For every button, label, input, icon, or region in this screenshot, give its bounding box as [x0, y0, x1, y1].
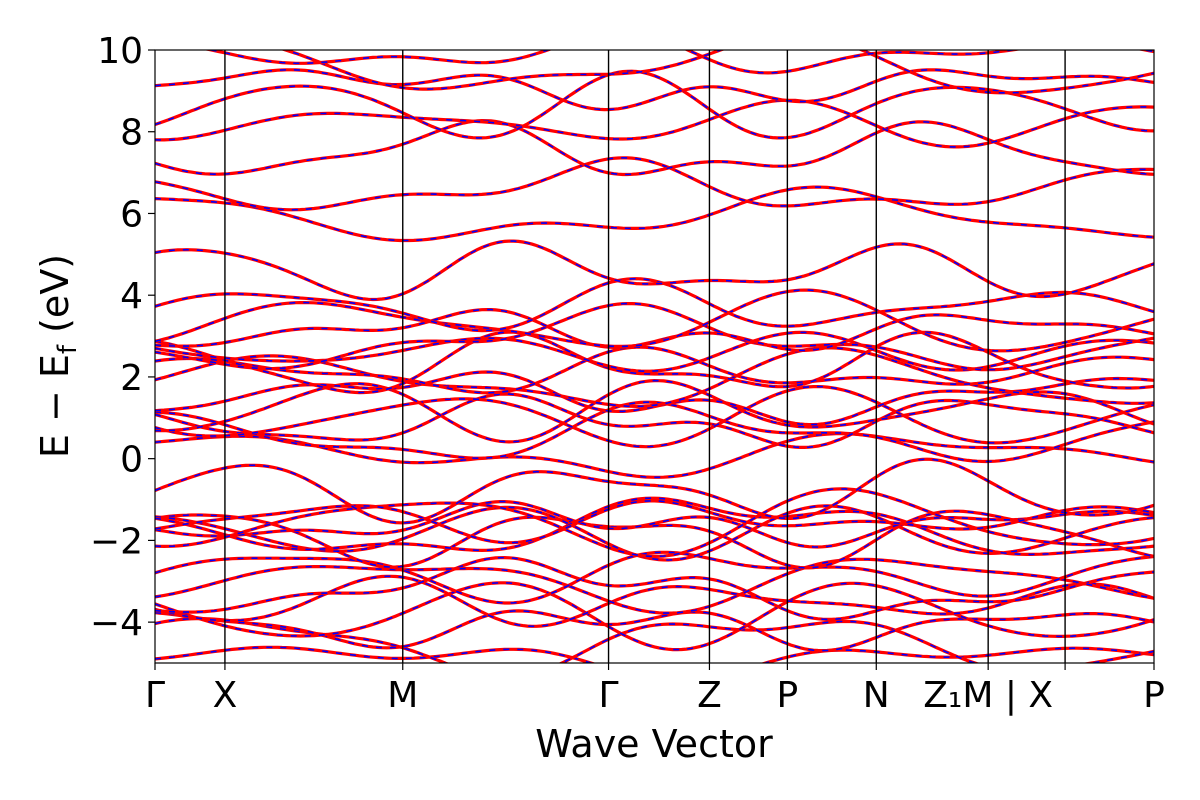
x-tick-label: M	[387, 675, 418, 716]
plot-frame	[154, 49, 1155, 664]
band-line-red	[203, 50, 1154, 75]
band-line-blue	[155, 68, 1154, 111]
band-line-red	[155, 239, 1154, 302]
y-tick-label: −4	[90, 603, 143, 644]
band-line-blue	[155, 331, 1154, 372]
band-line-blue	[155, 385, 1154, 448]
band-line-blue	[155, 308, 1154, 352]
y-tick-label: 0	[120, 440, 143, 481]
band-line-blue	[155, 156, 1154, 211]
y-axis-title-main: E − E	[33, 354, 77, 458]
band-line-blue	[155, 371, 1154, 426]
band-line-blue	[155, 510, 1154, 569]
x-axis-title: Wave Vector	[535, 722, 773, 766]
y-axis: −4 −2 0 2 4 6 8 10	[90, 31, 155, 644]
y-axis-title-sub: f	[53, 344, 83, 354]
x-tick-label: X	[213, 675, 238, 716]
x-tick-label: P	[777, 675, 799, 716]
x-tick-label: Γ	[145, 675, 165, 716]
band-line-red	[155, 118, 1154, 177]
band-line-blue	[155, 432, 1154, 479]
band-line-red	[155, 457, 1154, 525]
band-line-red	[155, 156, 1154, 212]
band-line-red	[155, 185, 1154, 243]
band-line-blue	[155, 331, 1154, 394]
y-tick-label: −2	[90, 521, 143, 562]
band-line-blue	[155, 289, 1154, 352]
y-tick-label: 8	[120, 113, 143, 154]
band-line-red	[155, 432, 1154, 479]
band-line-red	[155, 400, 1154, 464]
band-line-blue	[207, 50, 1154, 74]
y-tick-label: 6	[120, 194, 143, 235]
band-line-blue	[155, 558, 1154, 614]
y-tick-label: 10	[97, 31, 143, 72]
x-tick-label: N	[863, 675, 890, 716]
y-tick-label: 2	[120, 358, 143, 399]
band-line-blue	[155, 575, 1154, 628]
band-line-red	[155, 98, 1154, 149]
band-line-blue	[155, 70, 1154, 139]
band-line-blue	[155, 401, 1154, 463]
band-line-red	[155, 69, 1154, 140]
x-tick-label: Z₁M | X	[923, 675, 1053, 716]
y-axis-title: E − Ef (eV)	[33, 254, 83, 458]
x-tick-label: P	[1143, 675, 1165, 716]
band-line-blue	[155, 379, 1154, 443]
band-line-red	[155, 346, 1154, 409]
band-line-blue	[155, 240, 1154, 301]
band-line-blue	[155, 393, 1154, 449]
y-tick-label: 4	[120, 276, 143, 317]
band-line-blue	[155, 346, 1154, 408]
x-tick-label: Γ	[599, 675, 619, 716]
band-line-blue	[155, 119, 1154, 176]
y-axis-title-unit: (eV)	[33, 254, 77, 345]
x-tick-label: Z	[697, 675, 722, 716]
x-axis: Γ X M Γ Z P N Z₁M | X P	[145, 663, 1165, 716]
band-line-blue	[155, 488, 1154, 558]
band-line-blue	[155, 302, 1154, 371]
band-line-blue	[155, 99, 1154, 148]
band-line-blue	[155, 500, 1154, 548]
kpoint-lines	[224, 50, 1066, 663]
bands-layer	[155, 50, 1154, 663]
band-line-blue	[155, 186, 1154, 242]
